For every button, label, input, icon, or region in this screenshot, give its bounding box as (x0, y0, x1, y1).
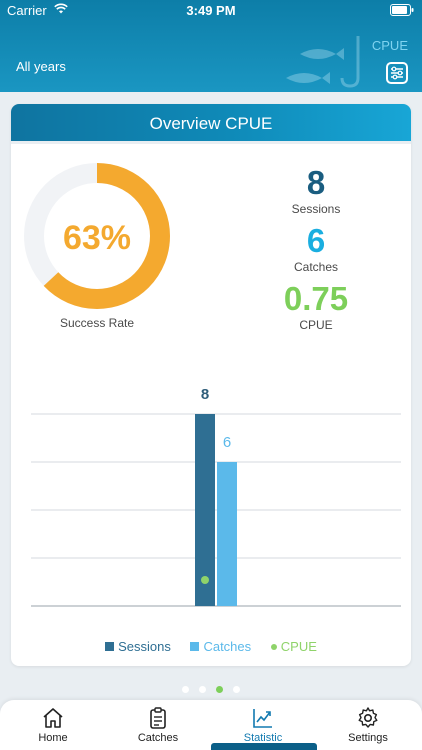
page-dot[interactable] (199, 686, 206, 693)
fish-hook-illustration (286, 36, 360, 88)
legend-item-catches[interactable]: Catches (190, 639, 254, 654)
catches-label: Catches (293, 260, 339, 274)
success-rate-percent: 63% (63, 219, 131, 257)
tab-settings-label: Settings (348, 732, 388, 744)
home-icon (43, 708, 63, 728)
battery-icon (390, 4, 414, 16)
gear-icon (358, 707, 378, 728)
section-label: CPUE (371, 38, 408, 53)
legend-swatch-cpue (270, 644, 277, 650)
card-title: Overview CPUE (11, 104, 411, 144)
legend-label-sessions: Sessions (118, 639, 171, 654)
cpue-label: CPUE (299, 318, 333, 332)
sliders-icon (391, 66, 403, 80)
page-dot[interactable] (182, 686, 189, 693)
page-dot[interactable] (233, 686, 240, 693)
success-rate-donut: 63% (24, 163, 170, 309)
tab-home[interactable]: Home (3, 706, 103, 744)
clipboard-icon (150, 707, 166, 729)
page-indicator[interactable] (0, 680, 422, 698)
legend-swatch-sessions (105, 642, 115, 651)
success-rate-label: Success Rate (59, 316, 135, 330)
tab-bar: Home Catches Statistic Settings (0, 700, 422, 750)
legend-swatch-catches (190, 642, 200, 651)
status-bar: Carrier 3:49 PM (0, 0, 422, 22)
clock: 3:49 PM (186, 3, 236, 18)
filter-button[interactable] (386, 62, 408, 84)
bar-sessions (195, 414, 215, 606)
tab-home-label: Home (38, 732, 68, 744)
sessions-value: 8 (306, 164, 326, 201)
catches-stat: 6 Catches (251, 222, 381, 274)
carrier-name: Carrier (7, 3, 47, 18)
donut-arc (24, 163, 170, 309)
tab-statistic-label: Statistic (243, 732, 283, 744)
tab-catches-label: Catches (137, 732, 179, 744)
overview-card: Overview CPUE 63% Success Rate 8 Session… (11, 104, 411, 666)
legend-label-catches: Catches (203, 639, 252, 654)
legend-label-cpue: CPUE (280, 639, 317, 654)
bar-value-label: 6 (223, 434, 231, 451)
bar-value-label: 8 (201, 386, 209, 403)
year-filter-label[interactable]: All years (16, 59, 66, 74)
sessions-stat: 8 Sessions (251, 164, 381, 216)
legend-item-cpue[interactable]: CPUE (270, 639, 317, 654)
cpue-value: 0.75 (283, 280, 349, 317)
active-tab-indicator (211, 743, 317, 750)
cpue-stat: 0.75 CPUE (251, 280, 381, 332)
tab-statistic[interactable]: Statistic (213, 706, 313, 744)
wifi-icon (54, 3, 68, 14)
app-header: Carrier 3:49 PM All years CPUE (0, 0, 422, 92)
page-dot[interactable] (216, 686, 223, 693)
sessions-label: Sessions (291, 202, 341, 216)
tab-settings[interactable]: Settings (318, 706, 418, 744)
catches-value: 6 (306, 222, 326, 259)
bar-catches (217, 462, 237, 606)
chart-legend: Sessions Catches CPUE (11, 639, 411, 654)
chart-icon (253, 709, 272, 728)
cpue-bar-chart: 862019 (31, 386, 401, 607)
point-cpue (201, 576, 209, 584)
tab-catches[interactable]: Catches (108, 706, 208, 744)
legend-item-sessions[interactable]: Sessions (105, 639, 174, 654)
